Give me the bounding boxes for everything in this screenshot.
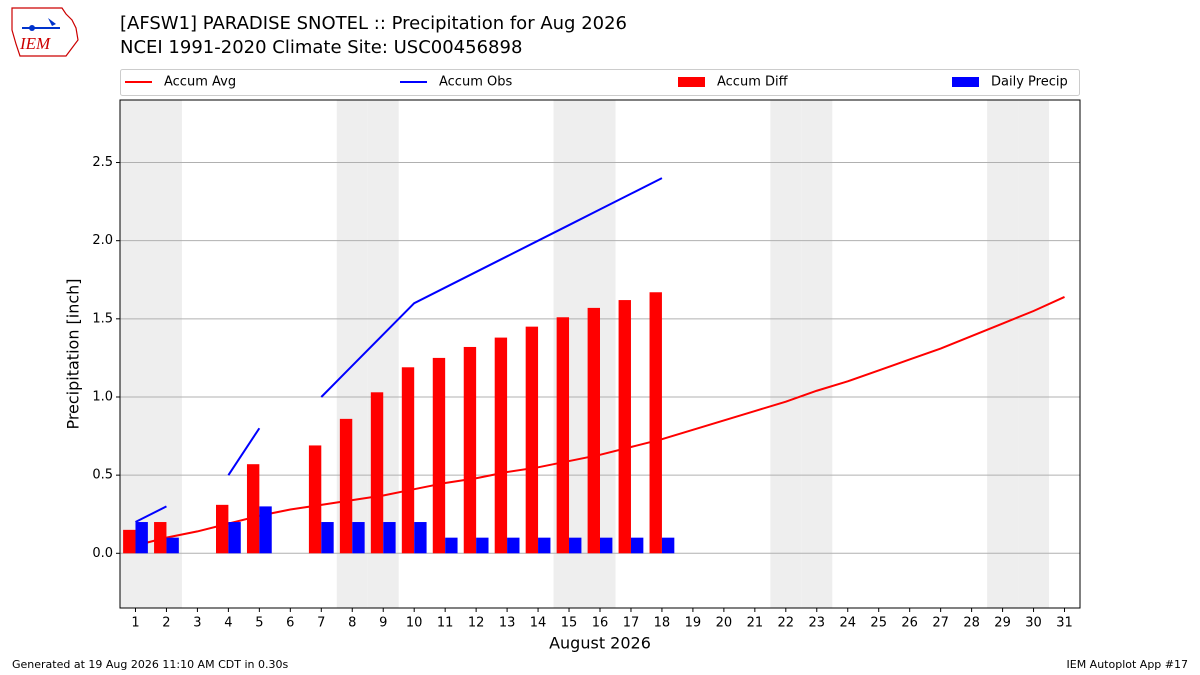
bar <box>339 418 353 554</box>
bar <box>569 537 582 554</box>
weekend-shade <box>801 100 833 608</box>
weekend-shade <box>1018 100 1050 608</box>
plot-frame <box>119 99 1081 609</box>
bar <box>352 522 365 554</box>
line <box>320 177 663 398</box>
x-tick-label: 5 <box>255 616 263 631</box>
y-tick-label: 0.0 <box>92 546 113 561</box>
bar <box>600 537 613 554</box>
logo-text: IEM <box>19 34 51 53</box>
x-tick-label: 10 <box>406 616 423 631</box>
footer-right: IEM Autoplot App #17 <box>1067 658 1189 671</box>
weekend-shade <box>770 100 802 608</box>
legend-swatch <box>952 77 979 87</box>
legend-label: Accum Obs <box>439 75 512 90</box>
x-axis-label: August 2026 <box>549 634 651 653</box>
x-tick-label: 17 <box>623 616 640 631</box>
bar <box>476 537 489 554</box>
logo: IEM <box>11 7 79 57</box>
x-tick-label: 28 <box>963 616 980 631</box>
bar <box>587 307 600 554</box>
x-tick-label: 18 <box>654 616 671 631</box>
bar <box>246 464 260 554</box>
x-tick-label: 16 <box>592 616 609 631</box>
x-tick-label: 21 <box>747 616 764 631</box>
bar <box>216 504 229 554</box>
bar <box>414 522 427 554</box>
bar <box>401 367 415 554</box>
x-tick-label: 22 <box>778 616 795 631</box>
bar <box>432 357 446 554</box>
y-tick-label: 2.5 <box>92 155 113 170</box>
bar <box>308 445 322 554</box>
x-tick-label: 23 <box>809 616 826 631</box>
line <box>227 427 261 476</box>
x-tick-label: 20 <box>716 616 733 631</box>
bar <box>494 337 508 554</box>
bar <box>166 537 179 554</box>
y-tick-label: 0.5 <box>92 468 113 483</box>
x-tick-label: 11 <box>437 616 454 631</box>
x-tick-label: 19 <box>685 616 702 631</box>
x-tick-label: 12 <box>468 616 485 631</box>
x-tick-label: 31 <box>1056 616 1073 631</box>
x-tick-label: 24 <box>839 616 856 631</box>
bar <box>525 326 539 554</box>
bar <box>383 522 396 554</box>
y-tick-label: 1.0 <box>92 389 113 404</box>
x-tick-label: 6 <box>286 616 294 631</box>
bar <box>154 522 167 554</box>
x-tick-label: 29 <box>994 616 1011 631</box>
x-tick-label: 25 <box>870 616 887 631</box>
bar <box>618 300 631 554</box>
x-tick-label: 2 <box>162 616 170 631</box>
bar <box>445 537 458 554</box>
x-tick-label: 8 <box>348 616 356 631</box>
line <box>135 505 167 523</box>
chart-subtitle: NCEI 1991-2020 Climate Site: USC00456898 <box>120 37 522 58</box>
y-axis-label: Precipitation [inch] <box>64 278 83 429</box>
legend-box <box>120 69 1080 96</box>
y-tick-label: 2.0 <box>92 233 113 248</box>
bar <box>321 522 334 554</box>
bar <box>463 346 477 554</box>
x-tick-label: 30 <box>1025 616 1042 631</box>
footer-left: Generated at 19 Aug 2026 11:10 AM CDT in… <box>12 658 288 671</box>
bar <box>507 537 520 554</box>
x-tick-label: 9 <box>379 616 387 631</box>
x-tick-label: 3 <box>193 616 201 631</box>
x-tick-label: 4 <box>224 616 232 631</box>
weekend-shade <box>987 100 1019 608</box>
bar <box>630 537 644 554</box>
x-tick-label: 7 <box>317 616 325 631</box>
bar <box>661 537 675 554</box>
bar <box>135 522 148 554</box>
x-tick-label: 14 <box>530 616 547 631</box>
x-tick-label: 27 <box>932 616 949 631</box>
bar <box>538 537 551 554</box>
legend-label: Daily Precip <box>991 75 1068 90</box>
x-tick-label: 13 <box>499 616 516 631</box>
legend-label: Accum Diff <box>717 75 789 90</box>
x-tick-label: 26 <box>901 616 918 631</box>
x-tick-label: 1 <box>131 616 139 631</box>
x-tick-label: 15 <box>561 616 578 631</box>
bar <box>370 392 384 554</box>
bar <box>228 522 241 554</box>
chart-title: [AFSW1] PARADISE SNOTEL :: Precipitation… <box>120 13 627 34</box>
bar <box>123 529 136 554</box>
legend-swatch <box>678 77 705 87</box>
bar <box>259 506 272 554</box>
bar <box>556 317 570 554</box>
y-tick-label: 1.5 <box>92 311 113 326</box>
bar <box>649 292 662 554</box>
legend-label: Accum Avg <box>164 75 236 90</box>
